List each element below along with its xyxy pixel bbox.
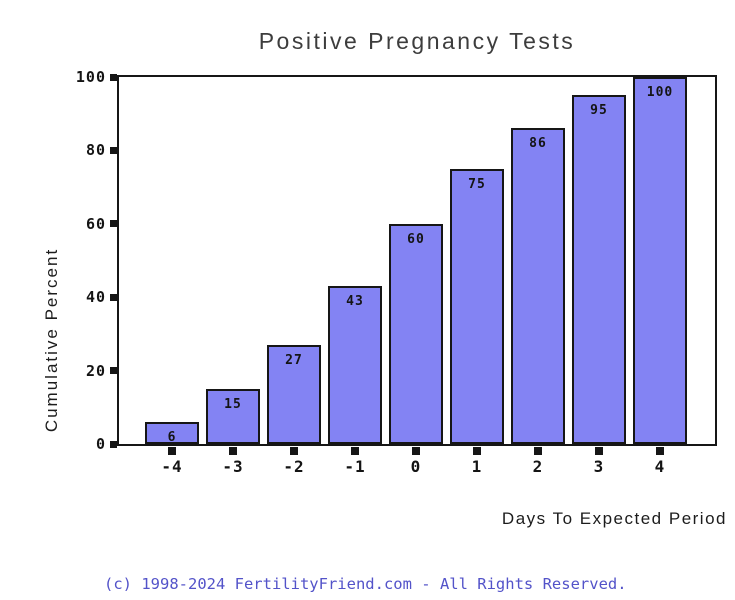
x-tick-mark [595,447,603,455]
y-tick-label: 60 [85,215,106,233]
x-tick-label: 0 [410,457,422,476]
x-tick-label: 4 [654,457,666,476]
bar-day--1: 43 [328,286,382,444]
x-tick-label: 3 [593,457,605,476]
x-tick-label: 2 [532,457,544,476]
y-axis-label: Cumulative Percent [42,247,61,433]
bar-day-4: 100 [633,77,687,444]
bar-day--4: 6 [145,422,199,444]
bar-day-3: 95 [572,95,626,444]
y-tick-mark [110,220,117,227]
bar-value-label: 15 [224,397,242,412]
y-tick-label: 80 [85,141,106,159]
y-tick-mark [110,74,117,81]
bar-day-1: 75 [450,169,504,444]
bar-value-label: 100 [646,85,674,100]
y-tick-mark [110,147,117,154]
x-tick-mark [229,447,237,455]
y-tick-mark [110,294,117,301]
x-tick-mark [534,447,542,455]
x-tick-mark [168,447,176,455]
bar-value-label: 60 [407,232,425,247]
x-axis-label: Days To Expected Period [501,509,727,528]
x-tick-mark [290,447,298,455]
bar-day--3: 15 [206,389,260,444]
bar-value-label: 43 [346,294,364,309]
y-tick-mark [110,367,117,374]
x-tick-label: -4 [161,457,183,476]
x-tick-mark [473,447,481,455]
copyright-text: (c) 1998-2024 FertilityFriend.com - All … [104,575,627,593]
bar-value-label: 95 [590,103,608,118]
bar-value-label: 27 [285,353,303,368]
x-tick-mark [412,447,420,455]
y-tick-label: 100 [75,68,106,86]
bar-value-label: 75 [468,177,486,192]
y-tick-label: 40 [85,288,106,306]
bar-day-0: 60 [389,224,443,444]
x-tick-label: -2 [283,457,305,476]
y-tick-mark [110,441,117,448]
x-tick-label: -1 [344,457,366,476]
plot-area: 6 15 27 43 60 75 86 95 100 [117,75,717,446]
bar-value-label: 86 [529,136,547,151]
bar-day-2: 86 [511,128,565,444]
x-tick-label: 1 [471,457,483,476]
y-tick-label: 20 [85,362,106,380]
chart-title: Positive Pregnancy Tests [258,28,576,54]
x-tick-mark [656,447,664,455]
bar-day--2: 27 [267,345,321,444]
x-tick-label: -3 [222,457,244,476]
x-tick-mark [351,447,359,455]
y-tick-label: 0 [95,435,106,453]
bar-value-label: 6 [167,430,177,445]
